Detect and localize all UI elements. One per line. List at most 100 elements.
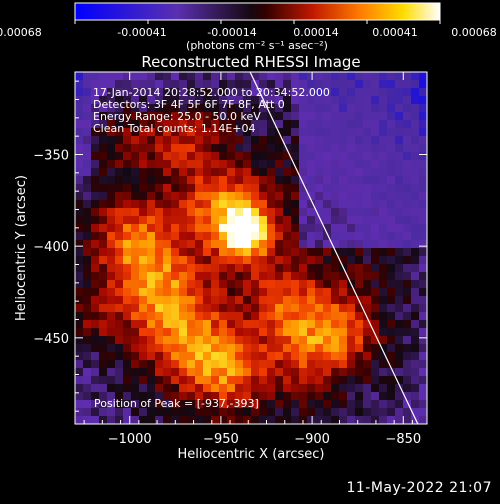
heatmap-cell [307, 80, 316, 89]
heatmap-cell [411, 144, 420, 153]
heatmap-cell [307, 112, 316, 121]
heatmap-cell [163, 264, 172, 273]
heatmap-cell [83, 136, 92, 145]
heatmap-cell [131, 368, 140, 377]
heatmap-cell [363, 128, 372, 137]
heatmap-cell [387, 376, 396, 385]
heatmap-cell [331, 240, 340, 249]
heatmap-cell [179, 392, 188, 401]
heatmap-cell [123, 168, 132, 177]
heatmap-cell [83, 208, 92, 217]
heatmap-cell [243, 88, 252, 97]
heatmap-cell [347, 224, 356, 233]
heatmap-cell [307, 264, 316, 273]
heatmap-cell [203, 176, 212, 185]
heatmap-cell [131, 224, 140, 233]
heatmap-cell [275, 400, 284, 409]
heatmap-cell [331, 200, 340, 209]
heatmap-cell [363, 120, 372, 129]
heatmap-cell [147, 312, 156, 321]
heatmap-cell [291, 144, 300, 153]
heatmap-cell [227, 392, 236, 401]
heatmap-cell [243, 240, 252, 249]
heatmap-cell [163, 120, 172, 129]
heatmap-cell [299, 200, 308, 209]
heatmap-cell [283, 200, 292, 209]
heatmap-cell [291, 360, 300, 369]
heatmap-cell [219, 192, 228, 201]
heatmap-cell [235, 344, 244, 353]
heatmap-cell [331, 112, 340, 121]
heatmap-cell [179, 328, 188, 337]
heatmap-cell [267, 336, 276, 345]
heatmap-cell [107, 184, 116, 193]
colorbar-tick-label: -0.00014 [207, 26, 256, 39]
heatmap-cell [307, 168, 316, 177]
heatmap-cell [259, 80, 268, 89]
heatmap-cell [147, 400, 156, 409]
heatmap-cell [307, 216, 316, 225]
heatmap-cell [123, 88, 132, 97]
heatmap-cell [323, 96, 332, 105]
heatmap-cell [267, 376, 276, 385]
heatmap-cell [275, 344, 284, 353]
heatmap-cell [187, 368, 196, 377]
heatmap-cell [379, 96, 388, 105]
heatmap-cell [323, 232, 332, 241]
heatmap-cell [403, 208, 412, 217]
heatmap-cell [187, 200, 196, 209]
heatmap-cell [219, 408, 228, 417]
heatmap-cell [299, 104, 308, 113]
heatmap-cell [203, 152, 212, 161]
heatmap-cell [283, 192, 292, 201]
heatmap-cell [179, 360, 188, 369]
heatmap-cell [203, 120, 212, 129]
heatmap-cell [171, 72, 180, 81]
heatmap-cell [315, 320, 324, 329]
heatmap-cell [283, 80, 292, 89]
heatmap-cell [299, 144, 308, 153]
heatmap-cell [227, 248, 236, 257]
heatmap-cell [267, 416, 276, 424]
heatmap-cell [203, 168, 212, 177]
heatmap-cell [83, 112, 92, 121]
heatmap-cell [115, 360, 124, 369]
heatmap-cell [99, 392, 108, 401]
heatmap-cell [99, 320, 108, 329]
heatmap-cell [139, 400, 148, 409]
heatmap-cell [339, 128, 348, 137]
heatmap-cell [83, 88, 92, 97]
heatmap-cell [315, 288, 324, 297]
peak-position-label: Position of Peak = [-937,-393] [94, 397, 259, 410]
heatmap-cell [251, 304, 260, 313]
heatmap-cell [203, 280, 212, 289]
heatmap-cell [291, 280, 300, 289]
heatmap-cell [155, 176, 164, 185]
heatmap-cell [299, 288, 308, 297]
heatmap-cell [91, 184, 100, 193]
heatmap-cell [147, 168, 156, 177]
heatmap-cell [315, 112, 324, 121]
heatmap-cell [163, 336, 172, 345]
heatmap-cell [299, 168, 308, 177]
heatmap-cell [203, 320, 212, 329]
heatmap-cell [139, 296, 148, 305]
heatmap-cell [75, 256, 84, 265]
heatmap-cell [195, 144, 204, 153]
heatmap-cell [107, 176, 116, 185]
heatmap-cell [259, 200, 268, 209]
heatmap-cell [179, 400, 188, 409]
heatmap-cell [91, 80, 100, 89]
heatmap-cell [387, 240, 396, 249]
heatmap-cell [155, 248, 164, 257]
heatmap-cell [283, 408, 292, 417]
heatmap-cell [291, 72, 300, 81]
heatmap-cell [395, 128, 404, 137]
heatmap-cell [235, 376, 244, 385]
heatmap-cell [395, 120, 404, 129]
heatmap-cell [219, 160, 228, 169]
heatmap-cell [171, 216, 180, 225]
heatmap-cell [75, 184, 84, 193]
heatmap-cell [307, 352, 316, 361]
heatmap-cell [283, 336, 292, 345]
